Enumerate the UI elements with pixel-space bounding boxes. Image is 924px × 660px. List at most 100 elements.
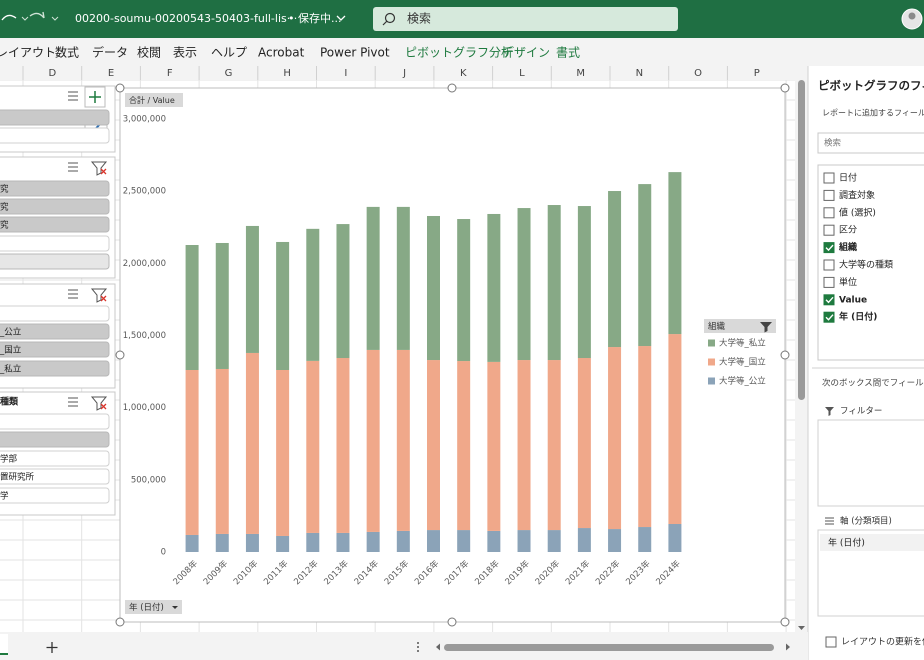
field-name[interactable]: 調査対象 — [839, 189, 875, 201]
axis-area-item[interactable] — [820, 534, 924, 551]
bar-segment[interactable] — [547, 360, 561, 531]
field-checkbox[interactable] — [823, 311, 835, 323]
resize-handle[interactable] — [115, 350, 125, 360]
slicer-item-label[interactable]: 究 — [0, 202, 9, 213]
bar-segment[interactable] — [427, 360, 440, 531]
column-header[interactable]: N — [636, 68, 643, 79]
field-name[interactable]: 大学等の種類 — [839, 259, 893, 271]
resize-handle[interactable] — [780, 83, 790, 93]
clear-filter-icon[interactable] — [90, 288, 108, 303]
field-name[interactable]: Value — [839, 295, 867, 305]
field-name[interactable]: 単位 — [839, 276, 857, 288]
multiselect-icon[interactable] — [68, 397, 78, 407]
bar-segment[interactable] — [517, 360, 531, 531]
resize-handle[interactable] — [115, 617, 125, 627]
ribbon-tab[interactable]: 書式 — [556, 46, 580, 60]
defer-label[interactable]: レイアウトの更新を保 — [841, 636, 924, 648]
ribbon-tab[interactable]: Power Pivot — [320, 46, 390, 60]
bar-segment[interactable] — [457, 219, 471, 362]
slicer-item[interactable] — [0, 216, 110, 233]
field-checkbox[interactable] — [823, 294, 835, 306]
bar-segment[interactable] — [487, 361, 501, 531]
bar-segment[interactable] — [366, 206, 380, 350]
column-header[interactable]: E — [108, 68, 114, 79]
slicer-item[interactable] — [0, 109, 110, 126]
slicer-item-label[interactable]: 置研究所 — [0, 472, 35, 483]
slicer-item[interactable] — [0, 305, 110, 322]
bar-segment[interactable] — [577, 358, 591, 529]
field-checkbox[interactable] — [823, 207, 835, 219]
bar-segment[interactable] — [487, 213, 501, 362]
bar-segment[interactable] — [245, 533, 259, 552]
slicer-item[interactable] — [0, 180, 110, 197]
slicer-item[interactable] — [0, 198, 110, 215]
column-header[interactable]: I — [344, 68, 347, 79]
axis-area-item-label[interactable]: 年 (日付) — [828, 537, 865, 549]
multiselect-icon[interactable] — [68, 289, 78, 299]
bar-segment[interactable] — [608, 529, 622, 552]
ribbon-tab[interactable]: データ — [92, 45, 128, 60]
multiselect-icon[interactable] — [68, 162, 78, 172]
add-sheet-button[interactable] — [46, 642, 58, 653]
slicer-item[interactable] — [0, 235, 110, 252]
field-checkbox[interactable] — [823, 242, 835, 254]
legend-label[interactable]: 大学等_私立 — [719, 338, 766, 349]
ribbon-tab[interactable]: デザイン — [502, 45, 550, 60]
column-header[interactable]: L — [519, 68, 525, 79]
ribbon-tab[interactable]: 校閲 — [137, 46, 161, 60]
bar-segment[interactable] — [215, 368, 229, 534]
axis-field-button[interactable] — [125, 600, 182, 614]
resize-handle[interactable] — [447, 83, 457, 93]
slicer-item[interactable] — [0, 360, 110, 377]
legend-label[interactable]: 大学等_公立 — [719, 376, 766, 387]
scroll-down-arrow[interactable] — [798, 626, 805, 630]
bar-segment[interactable] — [336, 358, 350, 533]
bar-segment[interactable] — [306, 360, 320, 533]
bar-segment[interactable] — [245, 352, 259, 534]
hscroll-right[interactable] — [786, 643, 790, 651]
vertical-scroll-thumb[interactable] — [798, 80, 805, 400]
field-name[interactable]: 年 (日付) — [839, 311, 877, 323]
bar-segment[interactable] — [608, 347, 622, 530]
column-header[interactable]: K — [460, 68, 467, 79]
ribbon-tab[interactable]: レイアウト — [0, 46, 56, 60]
bar-segment[interactable] — [457, 361, 471, 531]
bar-segment[interactable] — [366, 531, 380, 552]
bar-segment[interactable] — [215, 242, 229, 369]
slicer-item[interactable] — [0, 341, 110, 358]
save-status[interactable]: • 保存中... — [288, 11, 341, 25]
bar-segment[interactable] — [668, 334, 682, 524]
column-header[interactable]: O — [694, 68, 702, 79]
clear-filter-icon[interactable] — [90, 161, 108, 176]
column-header[interactable]: H — [283, 68, 291, 79]
bar-segment[interactable] — [547, 205, 561, 361]
slicer-item-label[interactable]: 学部 — [0, 454, 18, 465]
slicer-item[interactable] — [0, 450, 110, 467]
bar-segment[interactable] — [487, 530, 501, 552]
slicer-item[interactable] — [0, 468, 110, 485]
slicer-item-label[interactable]: _私立 — [0, 364, 22, 375]
slicer-item[interactable] — [0, 431, 110, 448]
bar-segment[interactable] — [306, 532, 320, 552]
bar-segment[interactable] — [577, 206, 591, 359]
slicer-item[interactable] — [0, 253, 110, 270]
legend-field-button[interactable] — [704, 319, 776, 333]
slicer-item-label[interactable]: 究 — [0, 184, 9, 195]
slicer-item[interactable] — [0, 413, 110, 430]
resize-handle[interactable] — [780, 617, 790, 627]
title-dropdown[interactable] — [336, 15, 346, 21]
value-field-button[interactable] — [125, 93, 183, 107]
bar-segment[interactable] — [276, 241, 290, 370]
slicer-item-label[interactable]: 究 — [0, 220, 9, 231]
field-checkbox[interactable] — [823, 259, 835, 271]
undo-button[interactable] — [1, 14, 17, 21]
resize-handle[interactable] — [780, 350, 790, 360]
bar-segment[interactable] — [427, 215, 440, 361]
horizontal-scroll-thumb[interactable] — [444, 644, 774, 651]
file-name[interactable]: 00200-soumu-00200543-50403-full-lis··· — [75, 12, 297, 25]
legend-label[interactable]: 大学等_国立 — [719, 357, 766, 368]
field-name[interactable]: 日付 — [839, 173, 857, 184]
bar-segment[interactable] — [608, 191, 622, 348]
bar-segment[interactable] — [276, 369, 290, 536]
bar-segment[interactable] — [668, 523, 682, 552]
